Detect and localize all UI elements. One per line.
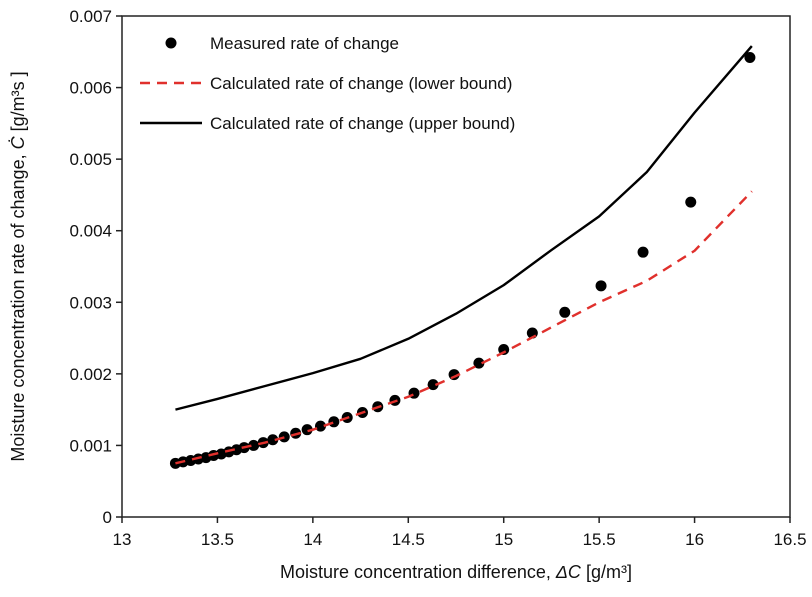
series-layer [169,45,756,469]
x-tick-label: 14 [303,530,322,549]
y-axis-title: Moisture concentration rate of change, Ċ… [8,71,28,461]
legend-entry-label: Calculated rate of change (upper bound) [210,114,515,133]
legend-entry-label: Measured rate of change [210,34,399,53]
measured-point [473,357,485,369]
legend: Measured rate of change Calculated rate o… [140,34,515,133]
lower-bound-line [175,190,753,465]
x-tick-label: 15 [494,530,513,549]
measured-point [685,196,697,208]
x-axis-title-unit: [g/m³] [581,562,632,582]
y-tick-label: 0.001 [69,436,112,455]
x-axis-title: Moisture concentration difference, ΔC [g… [280,562,632,582]
y-axis: 0 0.001 0.002 0.003 0.004 0.005 0.006 0.007 [69,7,122,527]
x-axis-title-symbol: ΔC [555,562,582,582]
x-tick-label: 14.5 [392,530,425,549]
x-tick-label: 16 [685,530,704,549]
measured-point [314,420,326,432]
y-tick-label: 0.002 [69,365,112,384]
upper-bound-line [175,45,753,411]
measured-point [267,434,279,446]
y-axis-title-symbol: Ċ [8,135,28,149]
measured-point [744,52,756,64]
x-axis: 13 13.5 14 14.5 15 15.5 16 16.5 [113,517,807,549]
y-tick-label: 0.005 [69,150,112,169]
y-axis-title-unit: [g/m³s ] [8,71,28,136]
legend-marker-measured [165,37,177,49]
measured-point [559,306,571,318]
y-tick-label: 0.004 [69,222,112,241]
y-tick-label: 0.006 [69,79,112,98]
x-tick-label: 15.5 [583,530,616,549]
measured-point [595,280,607,292]
plot-frame [121,15,791,518]
y-tick-label: 0 [103,508,112,527]
x-tick-label: 16.5 [773,530,806,549]
measured-point [498,344,510,356]
x-tick-label: 13.5 [201,530,234,549]
measured-point [248,439,260,451]
measured-point [328,416,340,428]
measured-point [301,424,313,436]
y-axis-title-text: Moisture concentration rate of change, [8,149,28,461]
legend-entry-label: Calculated rate of change (lower bound) [210,74,512,93]
measured-point [637,246,649,258]
y-tick-label: 0.007 [69,7,112,26]
measured-point [427,379,439,391]
y-tick-label: 0.003 [69,293,112,312]
x-axis-title-text: Moisture concentration difference, [280,562,556,582]
x-tick-label: 13 [113,530,132,549]
plot-border [121,15,791,518]
